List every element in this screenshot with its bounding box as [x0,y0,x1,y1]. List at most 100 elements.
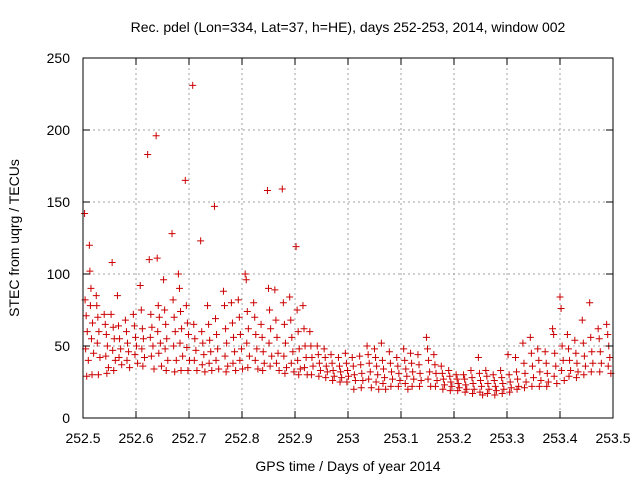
data-point [565,372,573,380]
data-point [86,267,94,275]
data-point [357,361,365,369]
data-point [235,313,243,321]
data-point [432,369,440,377]
data-point [550,372,558,380]
data-point [588,348,596,356]
data-point [157,362,165,370]
data-point [396,377,404,385]
data-point [604,330,612,338]
data-point [129,310,137,318]
data-point [300,325,308,333]
data-point [272,316,280,324]
data-point [147,352,155,360]
data-point [336,362,344,370]
data-point [504,351,512,359]
data-point [205,359,213,367]
data-point [177,366,185,374]
data-point [537,377,545,385]
data-point [515,382,523,390]
data-point [578,316,586,324]
data-point [237,345,245,353]
data-point [534,345,542,353]
data-point [223,339,231,347]
data-point [513,385,521,393]
data-point [579,339,587,347]
data-point [182,302,190,310]
data-point [190,320,198,328]
data-point [266,306,274,314]
data-point [587,368,595,376]
data-point [271,286,279,294]
data-point [479,391,487,399]
data-point [184,330,192,338]
data-point [334,354,342,362]
data-point [394,362,402,370]
data-point [542,359,550,367]
y-tick-label: 150 [47,194,71,210]
data-point [163,335,171,343]
data-point [313,342,321,350]
data-point [507,384,515,392]
data-point [581,362,589,370]
data-point [446,372,454,380]
data-point [506,378,514,386]
data-point [241,270,249,278]
data-point [94,313,102,321]
data-point [342,359,350,367]
data-point [110,366,118,374]
data-point [148,323,156,331]
data-point [292,243,300,251]
data-point [85,241,93,249]
data-point [299,302,307,310]
data-point [597,359,605,367]
data-point [543,382,551,390]
data-point [171,328,179,336]
y-tick-label: 200 [47,122,71,138]
data-point [498,390,506,398]
data-point [395,369,403,377]
data-point [470,385,478,393]
data-point [366,368,374,376]
data-point [215,365,223,373]
data-point [528,362,536,370]
data-point [118,361,126,369]
data-point [408,382,416,390]
data-point [134,359,142,367]
data-point [243,307,251,315]
data-point [103,342,111,350]
data-point [329,377,337,385]
data-point [265,284,272,292]
data-point [572,374,580,382]
data-point [242,276,250,284]
data-point [535,382,543,390]
data-point [564,345,572,353]
data-point [528,382,536,390]
data-point [197,237,205,245]
data-point [153,254,161,262]
data-point [461,375,469,383]
data-point [498,374,506,382]
data-point [212,356,220,364]
data-point [416,382,424,390]
data-point [230,333,238,341]
data-point [401,356,409,364]
x-axis-label: GPS time / Days of year 2014 [255,458,440,474]
x-tick-label: 252.5 [65,430,100,446]
data-point [287,316,295,324]
x-tick-label: 252.9 [277,430,312,446]
data-point [279,299,287,307]
data-point [301,364,309,372]
data-point [556,293,564,301]
data-point [231,348,239,356]
data-point [374,371,382,379]
data-point [356,352,364,360]
data-point [295,371,303,379]
data-point [596,368,604,376]
data-point [462,381,470,389]
data-point [306,328,314,336]
data-point [408,359,416,367]
data-point [315,359,323,367]
data-point [144,150,152,158]
data-point [477,377,484,385]
